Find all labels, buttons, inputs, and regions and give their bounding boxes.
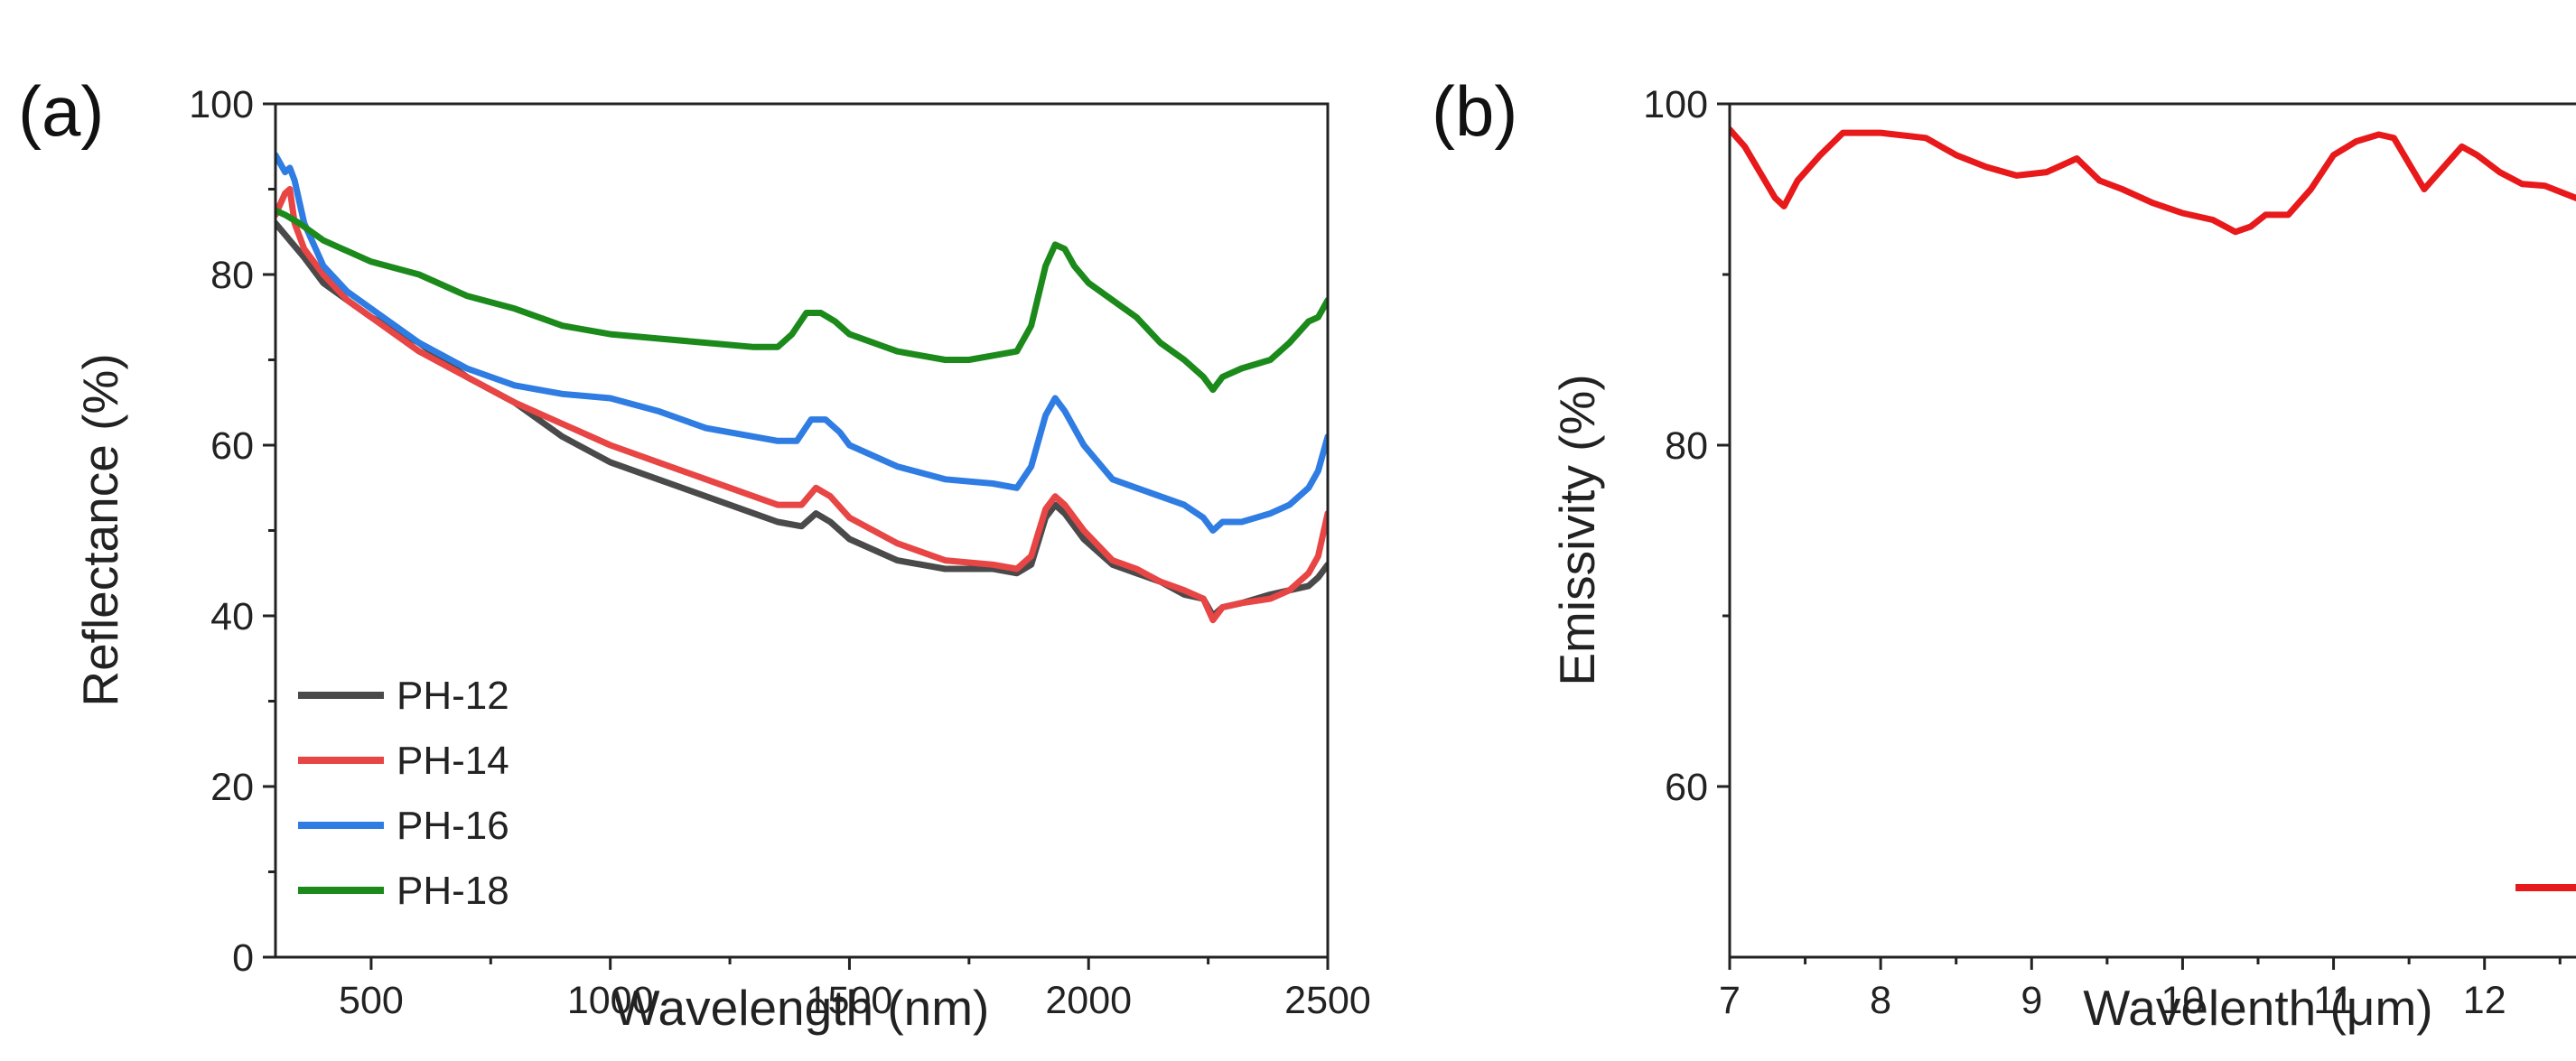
- y-tick-label: 40: [210, 595, 254, 638]
- legend: PH-12 PH-14 PH-16 PH-18: [298, 674, 509, 913]
- y-tick-label: 20: [210, 766, 254, 809]
- plot-frame: [1728, 102, 2576, 959]
- panel-b-x-axis-label: Wavelenth (μm): [2083, 980, 2432, 1036]
- y-tick-label: 60: [210, 424, 254, 468]
- panel-b-emissivity-chart: (b) 78910111213146080100PH-18 Wavelenth …: [1432, 71, 2576, 1036]
- panel-a-plot-area: 500 1000 1500 2000 2500020406080100PH-12PH-1…: [189, 83, 1371, 1022]
- y-tick-label: 80: [210, 254, 254, 297]
- legend-label-ph-12: PH-12: [397, 674, 509, 718]
- x-tick-label: 9: [2021, 979, 2042, 1022]
- series-line-ph-16: [275, 152, 1328, 534]
- x-tick-label: 500: [339, 979, 404, 1022]
- x-tick-label: 1000: [567, 979, 654, 1022]
- x-tick-label: 2000: [1045, 979, 1132, 1022]
- x-tick-label: 10: [2161, 979, 2205, 1022]
- x-tick-label: 8: [1870, 979, 1891, 1022]
- x-tick-label: 12: [2463, 979, 2506, 1022]
- legend-label-ph-18: PH-18: [397, 869, 509, 913]
- panel-b-plot-area: 78910111213146080100PH-18: [1643, 83, 2576, 1022]
- y-tick-label: 80: [1665, 424, 1708, 468]
- x-tick-label: 7: [1719, 979, 1741, 1022]
- series-line-ph-14: [275, 186, 1328, 624]
- x-tick-label: 11: [2313, 979, 2354, 1022]
- y-tick-label: 100: [189, 83, 254, 126]
- legend: PH-18: [2515, 884, 2576, 891]
- y-tick-label: 60: [1665, 766, 1708, 809]
- panel-a-y-axis-label: Reflectance (%): [72, 353, 128, 706]
- y-tick-label: 0: [232, 936, 254, 980]
- panel-b-y-axis-label: Emissivity (%): [1549, 374, 1605, 685]
- panel-b-label: (b): [1432, 71, 1517, 151]
- panel-a-x-axis-label: Wavelength (nm): [613, 980, 990, 1036]
- panel-a-label: (a): [18, 71, 104, 151]
- series-line-ph-18: [1730, 126, 2576, 236]
- x-tick-label: 1500: [807, 979, 893, 1022]
- y-tick-label: 100: [1643, 83, 1708, 126]
- panel-a-reflectance-chart: (a) 500 1000 1500 2000 2500 0 20 40 60 80 100 PH-12…: [18, 71, 1371, 1036]
- x-tick-label: 2500: [1284, 979, 1371, 1022]
- legend-label-ph-14: PH-14: [397, 739, 509, 783]
- legend-label-ph-16: PH-16: [397, 804, 509, 848]
- series-line-ph-18: [275, 207, 1328, 394]
